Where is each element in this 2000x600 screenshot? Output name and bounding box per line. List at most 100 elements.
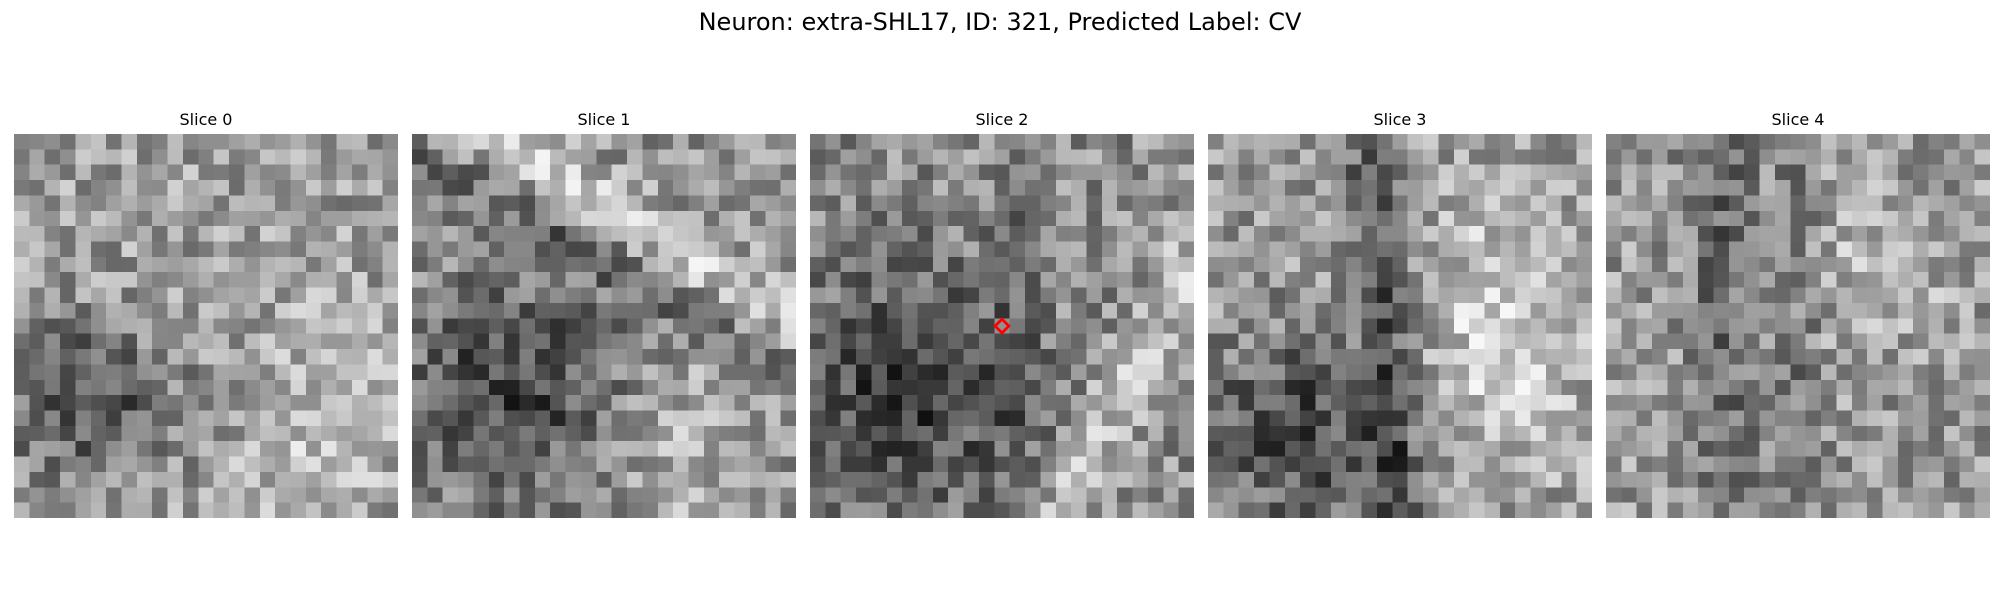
pixel: [1561, 287, 1577, 304]
pixel: [121, 302, 138, 319]
pixel: [1636, 349, 1653, 365]
pixel: [840, 210, 857, 227]
pixel: [932, 164, 949, 181]
pixel: [336, 287, 353, 304]
pixel: [1346, 272, 1362, 288]
pixel: [44, 318, 61, 334]
pixel: [75, 410, 92, 427]
pixel: [871, 333, 888, 350]
pixel: [565, 333, 582, 350]
pixel: [886, 425, 903, 442]
pixel: [734, 164, 751, 181]
pixel: [703, 456, 720, 473]
pixel: [1652, 226, 1668, 242]
pixel: [1132, 302, 1149, 319]
pixel: [244, 164, 261, 181]
pixel: [1821, 241, 1837, 258]
pixel: [229, 441, 245, 457]
pixel: [167, 149, 184, 166]
pixel: [290, 134, 307, 150]
pixel: [673, 272, 689, 288]
pixel: [1208, 180, 1224, 196]
pixel: [29, 149, 46, 166]
pixel: [1117, 471, 1133, 488]
pixel: [1300, 471, 1316, 488]
pixel: [504, 180, 520, 196]
pixel: [886, 410, 903, 427]
pixel: [488, 272, 505, 288]
pixel: [1453, 318, 1470, 334]
pixel: [106, 471, 122, 488]
pixel: [1132, 256, 1149, 273]
pixel: [840, 441, 857, 457]
pixel: [1484, 149, 1501, 166]
pixel: [1621, 180, 1638, 196]
pixel: [1223, 410, 1240, 427]
pixel: [1117, 210, 1133, 227]
pixel: [856, 287, 872, 304]
pixel: [1897, 425, 1914, 442]
pixel: [1652, 272, 1668, 288]
pixel: [1499, 226, 1516, 242]
pixel: [1698, 456, 1714, 473]
pixel: [458, 272, 474, 288]
pixel: [1821, 318, 1837, 334]
pixel: [1713, 364, 1730, 381]
pixel: [1453, 471, 1470, 488]
pixel: [182, 149, 199, 166]
pixel: [321, 410, 337, 427]
pixel: [1530, 333, 1547, 350]
pixel: [1576, 149, 1592, 166]
pixel: [534, 287, 551, 304]
pixel: [1682, 379, 1699, 396]
pixel: [1117, 134, 1133, 150]
pixel: [1943, 149, 1960, 166]
pixel: [1208, 287, 1224, 304]
pixel: [948, 333, 964, 350]
pixel: [290, 226, 307, 242]
pixel: [1208, 302, 1224, 319]
pixel: [412, 425, 428, 442]
pixel: [734, 272, 751, 288]
pixel: [1928, 134, 1945, 150]
pixel: [703, 395, 720, 411]
pixel: [1025, 410, 1041, 427]
pixel: [152, 134, 168, 150]
pixel: [1974, 502, 1990, 518]
pixel: [1561, 210, 1577, 227]
pixel: [1913, 318, 1929, 334]
pixel: [780, 134, 796, 150]
pixel: [305, 395, 322, 411]
pixel: [719, 333, 735, 350]
pixel: [611, 226, 628, 242]
pixel: [1254, 318, 1270, 334]
pixel: [1545, 241, 1562, 258]
pixel: [810, 226, 826, 242]
pixel: [1163, 302, 1179, 319]
pixel: [1759, 272, 1776, 288]
pixel: [534, 226, 551, 242]
pixel: [229, 164, 245, 181]
pixel: [305, 379, 322, 396]
pixel: [29, 318, 46, 334]
pixel: [1974, 349, 1990, 365]
pixel: [1269, 149, 1286, 166]
pixel: [182, 395, 199, 411]
pixel: [886, 272, 903, 288]
pixel: [1897, 364, 1914, 381]
pixel: [780, 164, 796, 181]
pixel: [213, 180, 230, 196]
pixel: [1836, 471, 1853, 488]
pixel: [1545, 395, 1562, 411]
pixel: [1867, 333, 1883, 350]
pixel: [305, 349, 322, 365]
pixel: [427, 379, 444, 396]
pixel: [1009, 287, 1026, 304]
pixel: [1178, 241, 1194, 258]
pixel: [1392, 287, 1408, 304]
pixel: [978, 256, 995, 273]
pixel: [1928, 195, 1945, 212]
pixel: [29, 256, 46, 273]
pixel: [1071, 149, 1087, 166]
pixel: [1530, 134, 1547, 150]
